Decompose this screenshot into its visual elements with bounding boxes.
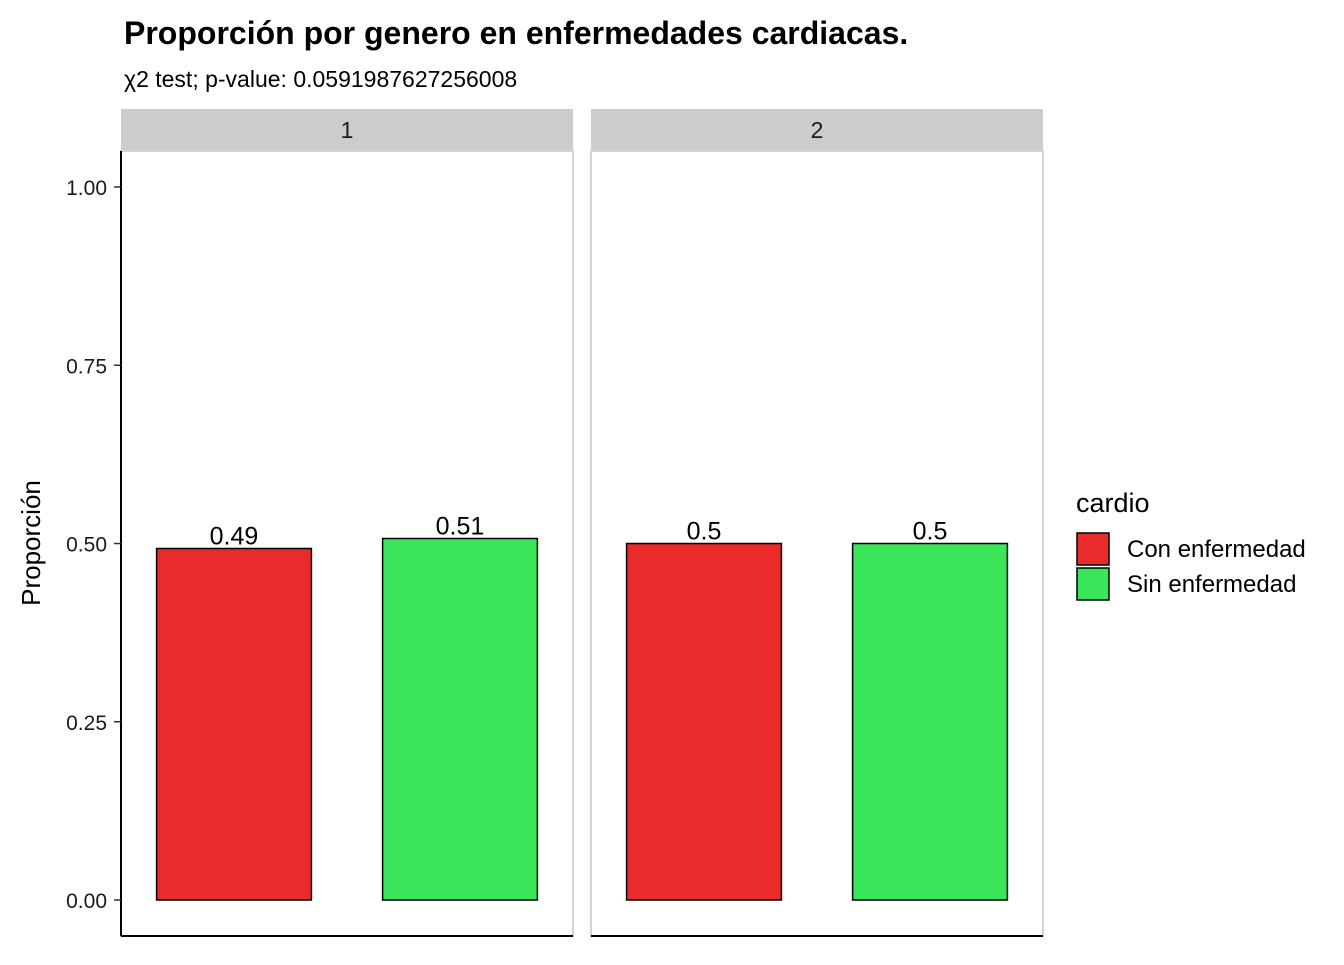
y-tick-label: 0.00: [66, 890, 107, 913]
bar-facet2-sin-enfermedad: [851, 542, 1009, 901]
bar-facet2-con-enfermedad: [625, 542, 783, 901]
legend-label-con-enfermedad: Con enfermedad: [1127, 536, 1306, 563]
y-tick-label: 0.50: [66, 534, 107, 557]
y-tick-label: 1.00: [66, 177, 107, 200]
y-tick-label: 0.25: [66, 712, 107, 735]
data-label-facet2-sin-enfermedad: 0.5: [913, 518, 948, 546]
legend-label-sin-enfermedad: Sin enfermedad: [1127, 571, 1296, 598]
facet-strip-label-1: 1: [341, 117, 354, 143]
bar-facet1-sin-enfermedad: [381, 537, 539, 901]
legend-title: cardio: [1076, 488, 1150, 518]
legend-key-sin-enfermedad: [1076, 567, 1110, 601]
y-axis-label: Proporción: [16, 480, 46, 606]
legend: cardio Con enfermedad Sin enfermedad: [1076, 488, 1306, 601]
y-tick-label: 0.75: [66, 355, 107, 378]
legend-key-con-enfermedad: [1076, 532, 1110, 566]
plot-layer: 1 0.49 0.51 2 0.5 0.5 0.00 0.25 0.50 0.75 1.00: [66, 109, 1044, 937]
data-label-facet2-con-enfermedad: 0.5: [687, 518, 722, 546]
bar-facet1-con-enfermedad: [155, 547, 313, 901]
chart-subtitle: χ2 test; p-value: 0.0591987627256008: [124, 66, 517, 92]
facet-strip-2: [591, 109, 1043, 151]
facet-strip-label-2: 2: [811, 117, 824, 143]
data-label-facet1-sin-enfermedad: 0.51: [436, 513, 485, 541]
data-label-facet1-con-enfermedad: 0.49: [210, 522, 259, 550]
chart-title: Proporción por genero en enfermedades ca…: [124, 15, 908, 51]
facet-strip-1: [121, 109, 573, 151]
